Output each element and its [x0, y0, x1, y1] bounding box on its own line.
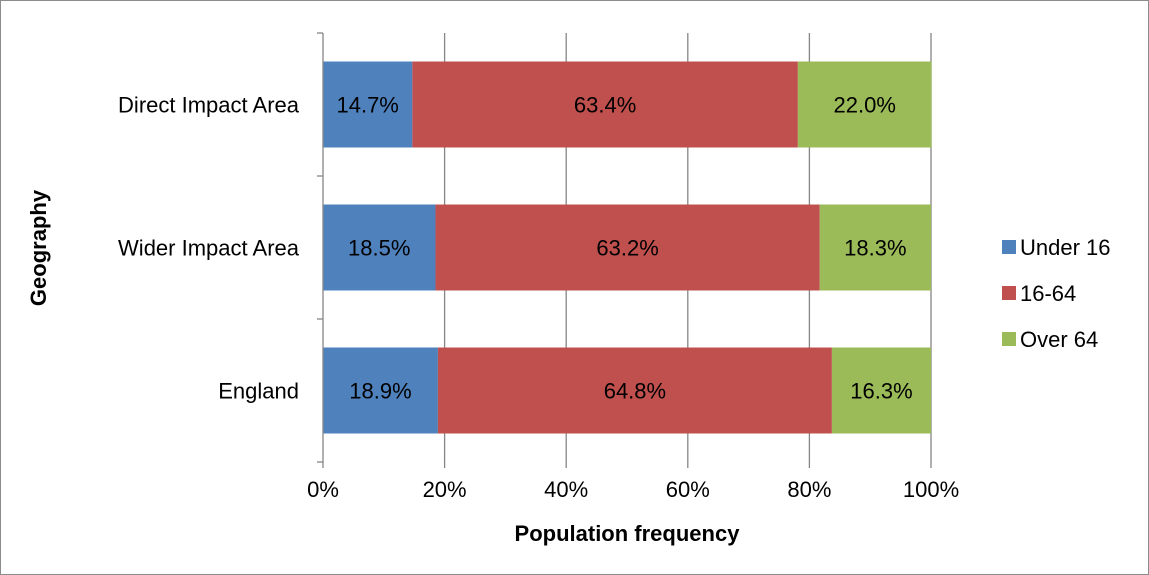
x-tick-label: 20%: [423, 477, 467, 502]
bar-segment: [412, 61, 798, 148]
data-label: 18.9%: [349, 379, 411, 404]
axes: 0% 20% 40% 60% 80% 100% Direct Impact Area Wide…: [118, 32, 959, 502]
x-tick-label: 80%: [787, 477, 831, 502]
data-label: 16.3%: [850, 379, 912, 404]
legend-label: Over 64: [1020, 327, 1098, 352]
y-axis-title: Geography: [26, 189, 51, 306]
legend-swatch: [1002, 286, 1016, 300]
bar-segment: [831, 347, 931, 434]
legend-swatch: [1002, 240, 1016, 254]
y-category-label: Wider Impact Area: [118, 236, 300, 261]
data-label: 63.4%: [574, 93, 636, 118]
bar-segment: [437, 347, 832, 434]
x-axis-title: Population frequency: [515, 521, 741, 546]
x-tick-label: 0%: [307, 477, 339, 502]
data-label: 63.2%: [596, 236, 658, 261]
bar-segment: [323, 347, 438, 434]
legend: Under 16 16-64 Over 64: [1002, 235, 1111, 352]
data-label: 22.0%: [834, 93, 896, 118]
bars: 14.7% 63.4% 22.0% 18.5% 63.2% 18.3% 18.9% 64.8%…: [323, 61, 932, 434]
bar-segment: [797, 61, 932, 148]
x-tick-label: 100%: [903, 477, 959, 502]
bar-segment: [435, 204, 820, 291]
y-category-label: Direct Impact Area: [118, 93, 300, 118]
data-label: 64.8%: [604, 379, 666, 404]
data-label: 18.3%: [844, 236, 906, 261]
bar-segment: [323, 204, 436, 291]
x-tick-label: 40%: [544, 477, 588, 502]
legend-swatch: [1002, 332, 1016, 346]
data-label: 14.7%: [336, 93, 398, 118]
legend-label: 16-64: [1020, 281, 1076, 306]
legend-label: Under 16: [1020, 235, 1111, 260]
y-category-label: England: [218, 379, 299, 404]
bar-segment: [323, 61, 413, 148]
x-tick-label: 60%: [666, 477, 710, 502]
bar-segment: [819, 204, 931, 291]
data-label: 18.5%: [348, 236, 410, 261]
